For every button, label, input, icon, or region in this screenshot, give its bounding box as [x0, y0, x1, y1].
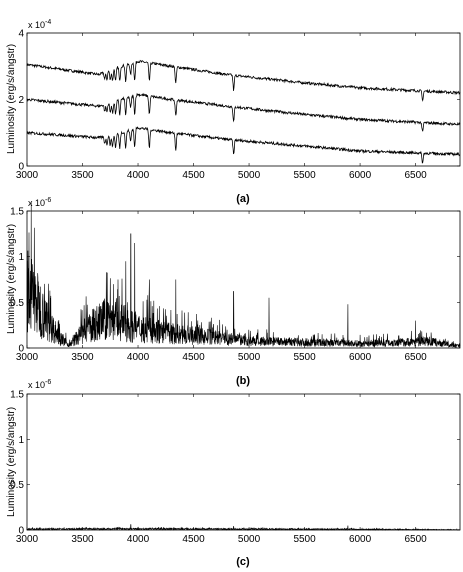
x-tick-label-a: 5000	[238, 170, 261, 181]
x-tick-label-a: 4000	[127, 170, 150, 181]
y-tick-label-b: 0.5	[10, 298, 24, 309]
y-tick-label-c: 1.5	[10, 390, 24, 401]
x-tick-label-b: 3000	[16, 352, 39, 363]
y-tick-label-c: 0.5	[10, 480, 24, 491]
spectrum-line-a-2	[26, 92, 461, 132]
x-ticks-c: 3000 3500 4000 4500 5000 5500 6000 6500	[16, 394, 427, 545]
x-ticks-a: 3000 3500 4000 4500 5000 5500 6000 6500	[16, 33, 427, 181]
x-tick-label-a: 3000	[16, 170, 39, 181]
axes-frame-c	[26, 393, 461, 531]
axes-frame-a	[26, 32, 461, 167]
y-tick-label-c: 0	[18, 526, 24, 537]
spectrum-line-a-3	[26, 126, 461, 164]
caption-c: (c)	[236, 556, 250, 568]
y-ticks-c: 0 0.5 1 1.5	[10, 390, 460, 537]
scale-factor-b: x 10-6	[28, 197, 51, 208]
spectrum-line-a-1	[26, 59, 461, 102]
x-tick-label-c: 6500	[404, 534, 427, 545]
y-ticks-b: 0 0.5 1 1.5	[10, 207, 460, 355]
x-tick-label-b: 5500	[293, 352, 316, 363]
x-tick-label-b: 5000	[238, 352, 261, 363]
x-tick-label-c: 3500	[71, 534, 94, 545]
x-tick-label-c: 6000	[349, 534, 372, 545]
x-tick-label-a: 6000	[349, 170, 372, 181]
y-tick-label-a: 0	[18, 162, 24, 173]
y-tick-label-b: 1.5	[10, 207, 24, 218]
y-tick-label-b: 0	[18, 344, 24, 355]
y-tick-label-a: 2	[18, 95, 24, 106]
y-tick-label-b: 1	[18, 252, 24, 263]
x-tick-label-a: 6500	[404, 170, 427, 181]
x-tick-label-b: 4500	[182, 352, 205, 363]
spectrum-line-c	[26, 524, 461, 531]
x-tick-label-b: 6000	[349, 352, 372, 363]
scale-factor-a: x 10-4	[28, 19, 51, 30]
y-axis-label-c: Luminosity (erg/s/angstr)	[6, 407, 17, 517]
x-tick-label-a: 3500	[71, 170, 94, 181]
caption-a: (a)	[236, 193, 250, 205]
x-tick-label-c: 5500	[293, 534, 316, 545]
x-ticks-b: 3000 3500 4000 4500 5000 5500 6000 6500	[16, 211, 427, 363]
x-tick-label-c: 4000	[127, 534, 150, 545]
y-tick-label-c: 1	[18, 435, 24, 446]
panel-a: 3000 3500 4000 4500 5000 5500 6000 6500 0 2 4 x 1…	[6, 19, 461, 205]
y-axis-label-b: Luminosity (erg/s/angstr)	[6, 224, 17, 334]
panel-b: 3000 3500 4000 4500 5000 5500 6000 6500 0 0.5 1 1.…	[6, 197, 461, 387]
y-tick-label-a: 4	[18, 29, 24, 40]
series-group-c	[26, 524, 461, 531]
series-group-a	[26, 59, 461, 164]
x-tick-label-c: 5000	[238, 534, 261, 545]
x-tick-label-a: 4500	[182, 170, 205, 181]
x-tick-label-c: 4500	[182, 534, 205, 545]
series-group-b	[26, 202, 461, 349]
spectrum-line-b	[26, 202, 461, 349]
y-ticks-a: 0 2 4	[18, 29, 460, 173]
y-axis-label-a: Luminosity (erg/s/angstr)	[6, 44, 17, 154]
x-tick-label-c: 3000	[16, 534, 39, 545]
x-tick-label-b: 6500	[404, 352, 427, 363]
caption-b: (b)	[236, 375, 250, 387]
x-tick-label-b: 3500	[71, 352, 94, 363]
x-tick-label-a: 5500	[293, 170, 316, 181]
scale-factor-c: x 10-6	[28, 379, 51, 390]
x-tick-label-b: 4000	[127, 352, 150, 363]
panel-c: 3000 3500 4000 4500 5000 5500 6000 6500 0 0.5 1 1.…	[6, 379, 461, 568]
